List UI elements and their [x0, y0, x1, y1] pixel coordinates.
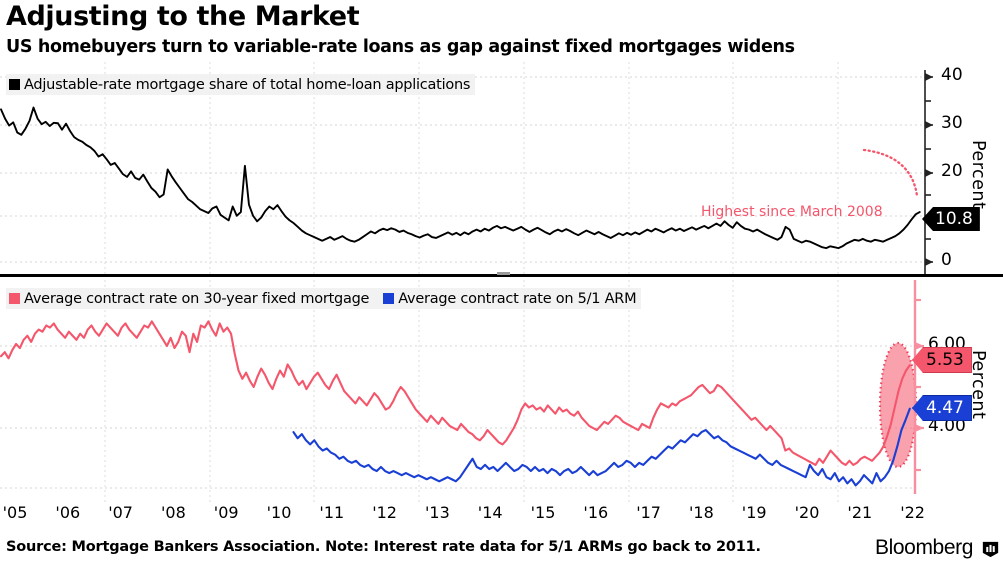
- legend-top: Adjustable-rate mortgage share of total …: [6, 74, 476, 95]
- gridlines-bottom: [0, 280, 915, 502]
- xtick-16: '16: [583, 503, 609, 522]
- value-callout-arm-share: 10.8: [922, 207, 980, 231]
- xtick-15: '15: [530, 503, 556, 522]
- square-swatch-icon: [9, 293, 20, 304]
- chart-header: Adjusting to the Market US homebuyers tu…: [0, 0, 1003, 62]
- ytick-bottom-400: 4.00: [928, 416, 966, 436]
- xtick-09: '09: [213, 503, 239, 522]
- mortgage-rates-panel: Average contract rate on 30-year fixed m…: [0, 280, 1003, 502]
- legend-bottom: Average contract rate on 30-year fixed m…: [6, 288, 642, 309]
- gap-highlight-ellipse: [878, 341, 918, 469]
- panel-divider: [0, 274, 1003, 277]
- page-subtitle: US homebuyers turn to variable-rate loan…: [6, 37, 795, 57]
- xtick-21: '21: [847, 503, 873, 522]
- annotation-highest-since: Highest since March 2008: [701, 204, 883, 220]
- legend-item-arm-share: Adjustable-rate mortgage share of total …: [9, 76, 471, 93]
- ytick-top-20: 20: [941, 161, 963, 181]
- xtick-18: '18: [689, 503, 714, 522]
- xtick-07: '07: [108, 503, 133, 522]
- x-axis: '05 '06 '07 '08 '09 '10 '11 '12 '13 '14 '15 '16 '17 '…: [0, 503, 1003, 527]
- arm-share-svg: [0, 62, 933, 274]
- xtick-11: '11: [319, 503, 345, 522]
- xtick-19: '19: [741, 503, 767, 522]
- value-callout-arm-rate: 4.47: [912, 395, 972, 421]
- source-note: Source: Mortgage Bankers Association. No…: [6, 539, 761, 555]
- chart-footer: Source: Mortgage Bankers Association. No…: [0, 536, 1003, 564]
- annotation-arrow: [862, 148, 919, 198]
- xtick-08: '08: [161, 503, 186, 522]
- xtick-05: '05: [2, 503, 28, 522]
- mortgage-rates-svg: [0, 280, 924, 502]
- square-swatch-icon: [383, 293, 395, 304]
- xtick-14: '14: [477, 503, 503, 522]
- series-arm-rate: [292, 407, 911, 487]
- xtick-20: '20: [794, 503, 820, 522]
- bottom-axis-ticks: [915, 298, 924, 472]
- legend-label: Average contract rate on 5/1 ARM: [398, 290, 637, 307]
- ytick-top-0: 0: [941, 250, 952, 270]
- legend-label: Adjustable-rate mortgage share of total …: [24, 76, 471, 93]
- top-axis-ticks: [925, 76, 933, 263]
- gridlines-top: [0, 62, 925, 274]
- yaxis-title-top: Percent: [968, 140, 988, 210]
- legend-label: Average contract rate on 30-year fixed m…: [24, 290, 370, 307]
- xtick-22: '22: [900, 503, 925, 522]
- xtick-12: '12: [372, 503, 397, 522]
- legend-item-fixed-rate: Average contract rate on 30-year fixed m…: [9, 291, 369, 307]
- top-axis-arrowheads: [925, 73, 933, 266]
- xtick-06: '06: [55, 503, 81, 522]
- series-arm-share: [0, 106, 921, 250]
- bloomberg-logo-icon: [982, 541, 999, 558]
- ytick-top-30: 30: [941, 113, 963, 133]
- ytick-top-40: 40: [941, 65, 963, 85]
- bottom-axis-arrowheads: [915, 342, 924, 432]
- yaxis-title-bottom: Percent: [968, 350, 988, 420]
- value-callout-fixed-rate: 5.53: [912, 347, 972, 373]
- square-swatch-icon: [9, 79, 20, 90]
- arm-share-panel: Adjustable-rate mortgage share of total …: [0, 62, 1003, 274]
- legend-item-arm-rate: Average contract rate on 5/1 ARM: [383, 290, 637, 307]
- series-fixed-rate: [0, 320, 911, 466]
- xtick-10: '10: [266, 503, 292, 522]
- panel-divider-grip: [497, 272, 510, 275]
- mortgage-rates-plot: [0, 280, 1003, 502]
- bloomberg-wordmark: Bloomberg: [875, 536, 973, 559]
- xtick-13: '13: [425, 503, 450, 522]
- page-title: Adjusting to the Market: [6, 1, 360, 32]
- arm-share-plot: [0, 62, 1003, 274]
- xtick-17: '17: [636, 503, 661, 522]
